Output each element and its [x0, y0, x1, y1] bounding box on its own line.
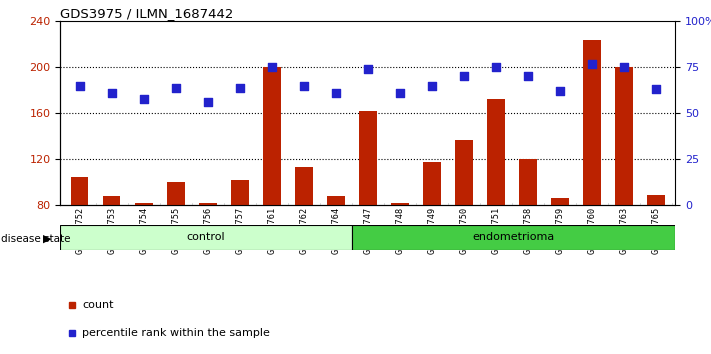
Bar	[487, 99, 505, 205]
Point	[138, 96, 149, 101]
Text: control: control	[187, 232, 225, 242]
Bar	[295, 167, 313, 205]
Text: GDS3975 / ILMN_1687442: GDS3975 / ILMN_1687442	[60, 7, 234, 20]
Bar	[359, 111, 377, 205]
Bar	[60, 225, 352, 250]
Bar	[71, 177, 88, 205]
Bar	[455, 140, 473, 205]
Point	[427, 83, 438, 88]
Text: count: count	[82, 299, 114, 310]
Point	[74, 83, 85, 88]
Point	[619, 64, 630, 70]
Point	[106, 90, 117, 96]
Point	[587, 61, 598, 67]
Bar	[167, 182, 185, 205]
Bar	[391, 203, 409, 205]
Point	[170, 85, 181, 90]
Point	[491, 64, 502, 70]
Bar	[103, 196, 120, 205]
Point	[298, 83, 309, 88]
Point	[555, 88, 566, 94]
Point	[202, 99, 213, 105]
Bar	[423, 161, 441, 205]
Bar	[616, 67, 633, 205]
Bar	[135, 203, 153, 205]
Bar	[352, 225, 675, 250]
Bar	[231, 180, 249, 205]
Point	[523, 74, 534, 79]
Point	[330, 90, 341, 96]
Bar	[551, 198, 569, 205]
Point	[651, 86, 662, 92]
Point	[362, 66, 373, 72]
Text: disease state: disease state	[1, 234, 70, 244]
Bar	[199, 203, 217, 205]
Bar	[519, 159, 537, 205]
Text: percentile rank within the sample: percentile rank within the sample	[82, 327, 270, 338]
Text: ▶: ▶	[43, 234, 52, 244]
Point	[459, 74, 470, 79]
Bar	[648, 195, 665, 205]
Bar	[327, 196, 345, 205]
Text: endometrioma: endometrioma	[473, 232, 555, 242]
Point	[395, 90, 406, 96]
Point	[234, 85, 245, 90]
Bar	[263, 67, 281, 205]
Bar	[583, 40, 601, 205]
Point	[266, 64, 277, 70]
